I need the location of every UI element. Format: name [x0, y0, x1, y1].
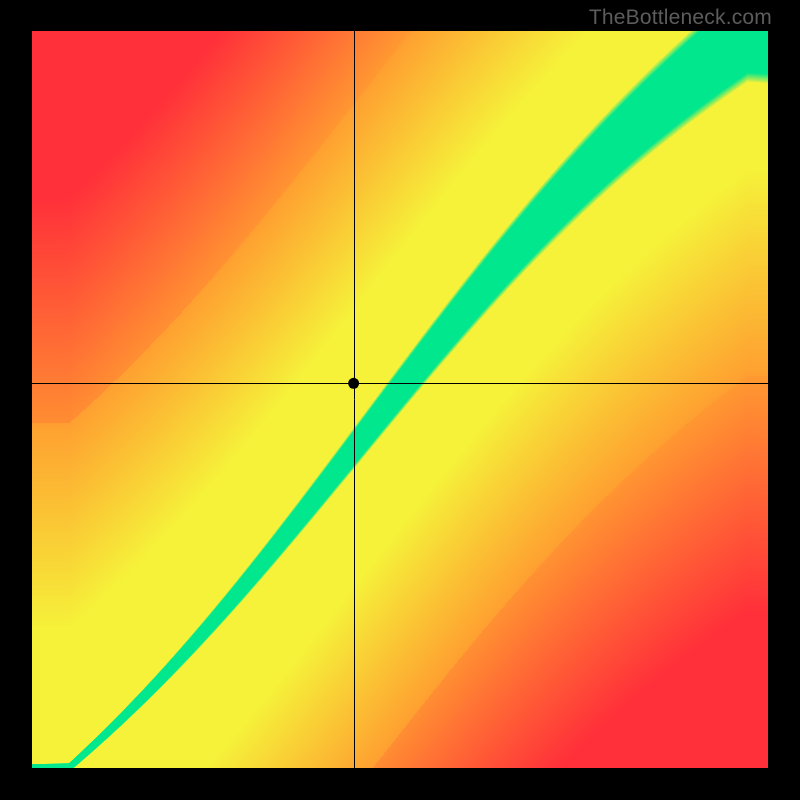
watermark-label: TheBottleneck.com — [589, 6, 772, 30]
chart-outer-frame — [0, 0, 800, 800]
heatmap-canvas — [32, 31, 768, 768]
chart-container: TheBottleneck.com — [0, 0, 800, 800]
plot-area — [32, 31, 768, 768]
